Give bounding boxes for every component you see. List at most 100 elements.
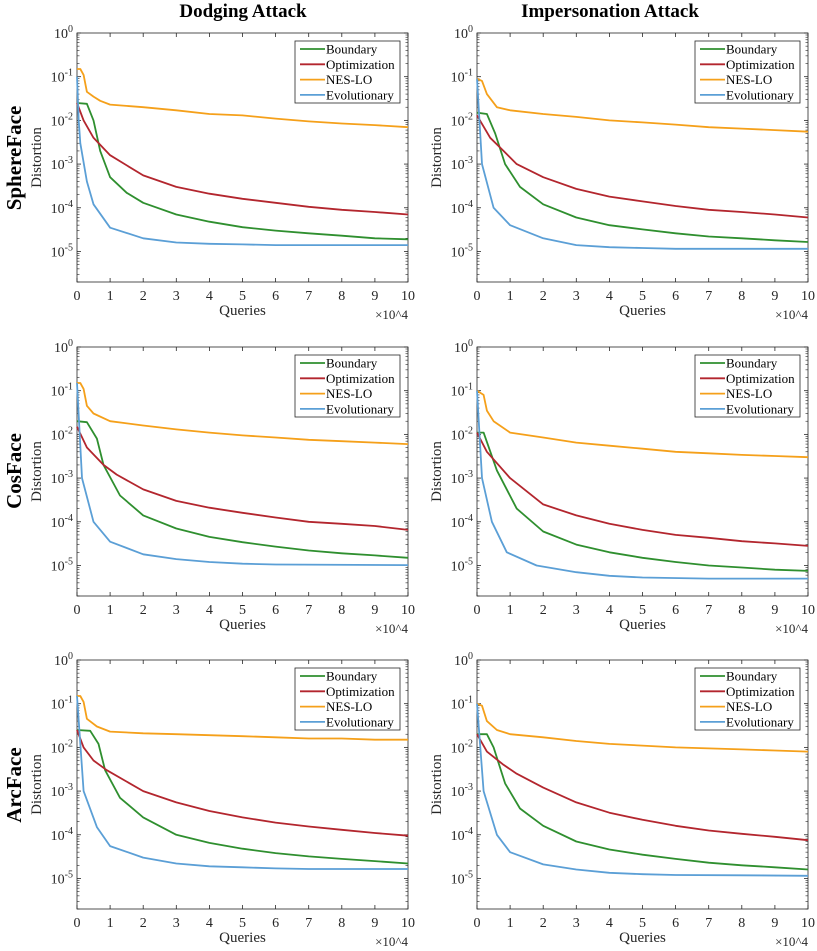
row-label-sphereface: SphereFace [2,106,26,211]
x-tick-label: 0 [74,916,81,931]
y-tick-label: 10-4 [51,199,73,217]
column-title-dodging: Dodging Attack [179,1,307,22]
y-tick-label: 10-3 [51,469,73,487]
x-tick-label: 9 [771,289,778,304]
legend-label-evolutionary: Evolutionary [326,87,394,102]
x-multiplier-label: ×10^4 [775,621,808,636]
series-line-evolutionary [76,695,408,870]
y-tick-label: 100 [454,338,473,356]
x-tick-label: 8 [738,289,745,304]
x-tick-label: 7 [705,289,712,304]
x-tick-label: 8 [338,289,345,304]
legend-label-nes-lo: NES-LO [726,699,772,714]
y-tick-label: 100 [454,651,473,669]
series-line-optimization [76,729,409,837]
y-tick-label: 10-1 [51,695,73,713]
x-axis-label: Queries [219,303,266,319]
y-tick-label: 10-2 [51,738,73,756]
x-tick-label: 1 [507,603,514,618]
x-tick-label: 4 [206,916,213,931]
series-line-boundary [477,733,809,871]
x-tick-label: 7 [705,603,712,618]
series-line-boundary [476,111,809,243]
x-tick-label: 5 [639,603,646,618]
x-axis-label: Queries [619,303,666,319]
series-line-evolutionary [476,390,808,580]
x-tick-label: 10 [401,916,415,931]
column-title-impersonation: Impersonation Attack [521,1,699,22]
series-line-evolutionary [76,382,409,566]
x-tick-label: 9 [771,916,778,931]
series-line-optimization [76,426,409,531]
y-tick-label: 10-5 [451,556,473,574]
x-tick-label: 3 [573,916,580,931]
legend-box [294,354,401,418]
series-line-nes-lo [77,68,409,129]
series-line-nes-lo [476,77,809,133]
y-tick-label: 10-1 [51,68,73,86]
y-tick-label: 10-3 [51,155,73,173]
series-line-optimization [476,114,809,219]
x-tick-label: 7 [305,916,312,931]
series-line-optimization [76,102,409,216]
y-tick-label: 10-1 [51,382,73,400]
legend-label-evolutionary: Evolutionary [726,714,794,729]
x-tick-label: 2 [140,289,147,304]
legend-box [694,354,801,418]
x-tick-label: 3 [573,289,580,304]
series-line-boundary [477,431,809,572]
y-tick-label: 10-5 [451,869,473,887]
x-tick-label: 9 [371,603,378,618]
x-tick-label: 4 [606,289,613,304]
y-tick-label: 10-5 [51,556,73,574]
x-tick-label: 6 [272,603,279,618]
series-line-evolutionary [476,78,808,250]
x-tick-label: 7 [305,289,312,304]
subplot-cosface-dodging: 0 1 2 3 4 5 6 7 8 9 10 100 10-1 10-2 10-3 10-4 10-5 Queri… [29,338,415,636]
series-line-nes-lo [476,702,809,753]
x-tick-label: 8 [738,603,745,618]
row-label-arcface: ArcFace [2,747,26,822]
x-multiplier-label: ×10^4 [375,621,408,636]
series-line-optimization [476,432,809,547]
legend-box [694,40,801,104]
y-tick-label: 10-5 [451,242,473,260]
x-tick-label: 5 [639,916,646,931]
subplot-sphereface-impersonation: 0 1 2 3 4 5 6 7 8 9 10 100 10-1 10-2 10-3 10-4 10-5 Queri… [429,24,815,322]
x-tick-label: 9 [771,603,778,618]
y-tick-label: 10-2 [51,425,73,443]
subplot-sphereface-dodging: 0 1 2 3 4 5 6 7 8 9 10 100 10-1 10-2 10-3 10-4 10-5 Queri… [29,24,415,322]
legend-label-nes-lo: NES-LO [726,72,772,87]
series-line-boundary [76,420,409,559]
legend-label-optimization: Optimization [326,684,395,699]
x-tick-label: 10 [401,289,415,304]
x-tick-label: 1 [507,289,514,304]
y-tick-label: 10-2 [51,111,73,129]
x-tick-label: 1 [107,289,114,304]
x-tick-label: 6 [272,289,279,304]
y-tick-label: 10-3 [51,782,73,800]
x-multiplier-label: ×10^4 [375,307,408,322]
y-tick-label: 100 [54,24,73,42]
y-tick-label: 10-3 [451,155,473,173]
x-tick-label: 2 [140,916,147,931]
legend-box [294,40,401,104]
x-tick-label: 8 [338,916,345,931]
x-tick-label: 8 [338,603,345,618]
y-tick-label: 10-3 [451,782,473,800]
x-tick-label: 5 [239,289,246,304]
x-tick-label: 4 [206,289,213,304]
y-axis-label: Distortion [429,127,445,188]
legend-label-optimization: Optimization [326,57,395,72]
x-tick-label: 10 [801,916,815,931]
legend-label-optimization: Optimization [726,57,795,72]
legend-label-boundary: Boundary [326,356,378,371]
x-multiplier-label: ×10^4 [775,934,808,949]
x-tick-label: 9 [371,916,378,931]
x-tick-label: 8 [738,916,745,931]
x-tick-label: 1 [507,916,514,931]
y-tick-label: 10-2 [451,111,473,129]
